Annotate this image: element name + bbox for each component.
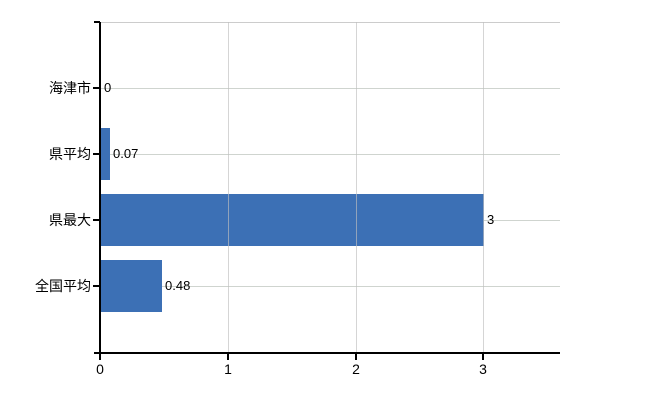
plot-area-top-border [100,22,560,23]
x-tick-label: 2 [352,361,360,377]
category-label: 海津市 [49,80,91,96]
y-axis-end-tick [94,21,100,23]
bar-2 [101,194,484,246]
y-axis-tick [93,153,100,155]
category-gridline [100,286,560,287]
x-gridline [228,22,229,352]
y-axis-tick [93,285,100,287]
x-axis-tick [227,354,229,360]
bar-value-label: 0.48 [165,278,191,293]
y-axis-tick [93,219,100,221]
category-label: 全国平均 [35,278,91,294]
x-axis-tick [355,354,357,360]
x-tick-label: 0 [96,361,104,377]
x-tick-label: 3 [479,361,487,377]
y-axis-tick [93,87,100,89]
bar-value-label: 3 [487,212,495,227]
category-label: 県最大 [49,212,91,228]
bar-value-label: 0 [104,80,112,95]
bar-1 [101,128,110,180]
category-gridline [100,154,560,155]
x-tick-label: 1 [224,361,232,377]
y-axis-line [99,22,101,353]
x-axis-tick [99,354,101,360]
bar-3 [101,260,162,312]
bar-value-label: 0.07 [113,146,139,161]
x-axis-line [94,352,560,354]
category-gridline [100,88,560,89]
x-axis-tick [482,354,484,360]
x-gridline [483,22,484,352]
x-gridline [356,22,357,352]
category-label: 県平均 [49,146,91,162]
